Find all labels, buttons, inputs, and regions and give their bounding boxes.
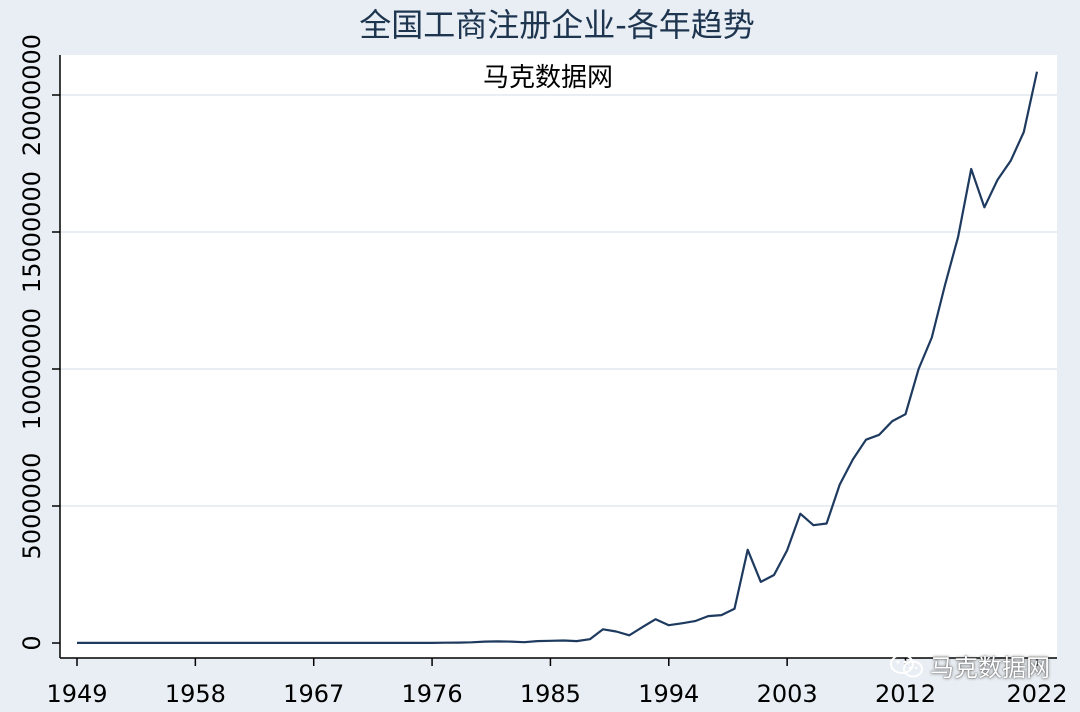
x-tick-label: 1967 xyxy=(283,680,344,708)
y-tick-label: 20000000 xyxy=(18,34,46,156)
series xyxy=(77,71,1039,644)
x-tick-label: 2003 xyxy=(757,680,818,708)
wechat-icon xyxy=(890,653,923,677)
chart-title: 全国工商注册企业-各年趋势 xyxy=(359,6,755,44)
x-tick-label: 2012 xyxy=(875,680,936,708)
axes xyxy=(52,55,1057,666)
series-line xyxy=(77,71,1039,644)
plot-area xyxy=(60,55,1057,658)
chart-subtitle: 马克数据网 xyxy=(483,63,613,93)
watermark: 马克数据网 xyxy=(890,648,1050,683)
x-tick-label: 2022 xyxy=(1006,680,1067,708)
x-tick-label: 1949 xyxy=(46,680,107,708)
y-tick-label: 0 xyxy=(18,635,46,650)
y-tick-label: 10000000 xyxy=(18,308,46,430)
watermark-text: 马克数据网 xyxy=(930,654,1050,682)
x-tick-label: 1994 xyxy=(638,680,699,708)
y-tick-label: 15000000 xyxy=(18,171,46,293)
y-tick-label: 5000000 xyxy=(18,453,46,560)
tick-labels: 0 5000000 10000000 15000000 20000000 1949 1958… xyxy=(18,34,1068,708)
grid-lines xyxy=(60,94,1057,507)
x-tick-label: 1985 xyxy=(520,680,581,708)
x-tick-label: 1976 xyxy=(402,680,463,708)
x-tick-label: 1958 xyxy=(165,680,226,708)
